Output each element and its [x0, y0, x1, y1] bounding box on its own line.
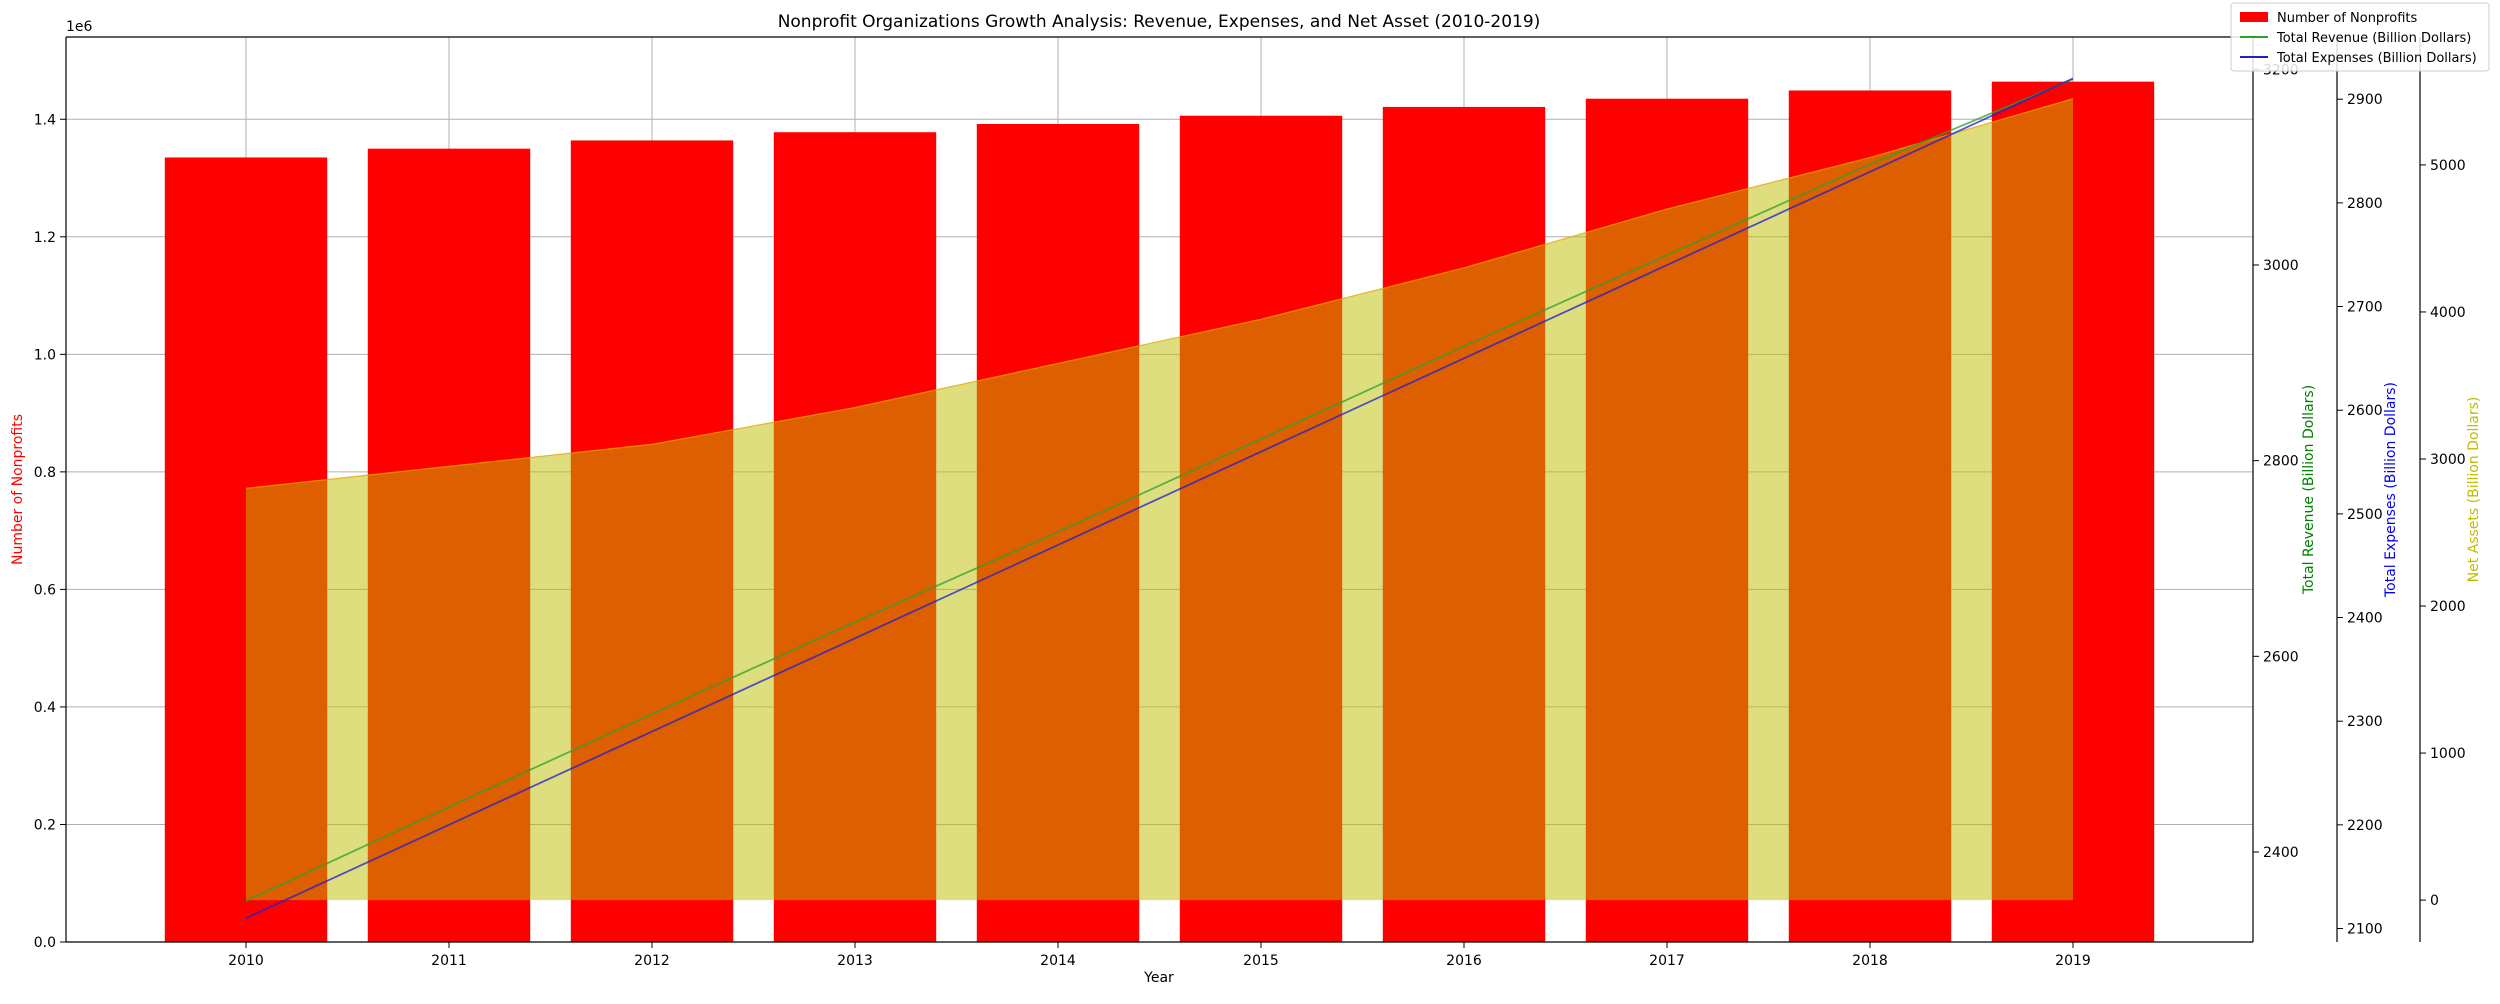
left-tick-label: 0.4 — [34, 700, 56, 716]
net_assets-tick-label: 3000 — [2430, 452, 2466, 468]
x-tick-label: 2014 — [1040, 953, 1076, 969]
expenses-tick-label: 2700 — [2347, 300, 2383, 316]
left-tick-label: 0.8 — [34, 465, 56, 481]
legend-swatch-bar — [2240, 12, 2268, 22]
legend-label: Total Expenses (Billion Dollars) — [2276, 51, 2477, 66]
revenue-tick-label: 3000 — [2263, 258, 2299, 274]
net_assets-tick-label: 1000 — [2430, 746, 2466, 762]
net_assets-tick-label: 4000 — [2430, 305, 2466, 321]
legend: Number of Nonprofits Total Revenue (Billi… — [2230, 2, 2490, 72]
x-tick-label: 2010 — [228, 953, 264, 969]
net_assets-tick-label: 5000 — [2430, 158, 2466, 174]
left-tick-label: 0.2 — [34, 817, 56, 833]
left-tick-label: 1.2 — [34, 230, 56, 246]
line-total-expenses — [245, 77, 2074, 919]
net_assets-tick-label: 0 — [2430, 893, 2439, 909]
left-tick-label: 0.0 — [34, 935, 56, 951]
expenses-tick-label: 2100 — [2347, 922, 2383, 938]
chart-title: Nonprofit Organizations Growth Analysis:… — [778, 12, 1541, 32]
area-layer — [245, 98, 2074, 901]
left-tick-label: 0.6 — [34, 582, 56, 598]
x-axis-label: Year — [1143, 970, 1174, 986]
expenses-tick-label: 2400 — [2347, 611, 2383, 627]
lines-layer — [245, 77, 2074, 919]
left-axis-label: Number of Nonprofits — [10, 414, 26, 565]
x-tick-label: 2018 — [1852, 953, 1888, 969]
net_assets-axis-label: Net Assets (Billion Dollars) — [2466, 397, 2482, 583]
expenses-tick-label: 2200 — [2347, 818, 2383, 834]
area-net-assets — [246, 98, 2073, 901]
x-tick-label: 2016 — [1446, 953, 1482, 969]
x-tick-label: 2015 — [1243, 953, 1279, 969]
x-tick-label: 2019 — [2055, 953, 2091, 969]
revenue-tick-label: 2400 — [2263, 845, 2299, 861]
legend-label: Total Revenue (Billion Dollars) — [2276, 31, 2471, 46]
x-tick-label: 2012 — [634, 953, 670, 969]
left-tick-label: 1.4 — [34, 112, 56, 128]
expenses-tick-label: 2800 — [2347, 196, 2383, 212]
expenses-tick-label: 2600 — [2347, 403, 2383, 419]
revenue-axis-label: Total Revenue (Billion Dollars) — [2301, 385, 2317, 595]
x-tick-label: 2011 — [431, 953, 467, 969]
expenses-tick-label: 2900 — [2347, 92, 2383, 108]
left-axis-offset: 1e6 — [66, 19, 93, 35]
revenue-tick-label: 2800 — [2263, 454, 2299, 470]
line-total-revenue — [245, 78, 2074, 902]
revenue-tick-label: 2600 — [2263, 649, 2299, 665]
expenses-tick-label: 2300 — [2347, 714, 2383, 730]
x-tick-label: 2017 — [1649, 953, 1685, 969]
left-tick-label: 1.0 — [34, 347, 56, 363]
x-tick-label: 2013 — [837, 953, 873, 969]
expenses-tick-label: 2500 — [2347, 507, 2383, 523]
net_assets-tick-label: 2000 — [2430, 599, 2466, 615]
legend-box — [2230, 2, 2490, 72]
expenses-axis-label: Total Expenses (Billion Dollars) — [2383, 382, 2399, 598]
legend-label: Number of Nonprofits — [2277, 11, 2417, 26]
area-net-assets-edge — [245, 98, 2074, 489]
